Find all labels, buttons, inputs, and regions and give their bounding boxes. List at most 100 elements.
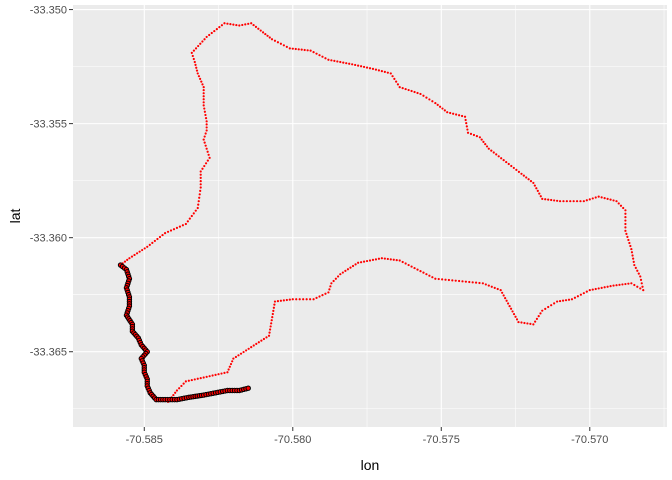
data-point (529, 322, 532, 325)
data-point (514, 315, 517, 318)
data-point (468, 280, 471, 284)
data-point (512, 312, 516, 316)
data-point (478, 281, 481, 285)
data-point (582, 200, 585, 203)
data-point (203, 141, 206, 144)
data-point (484, 143, 487, 146)
data-point (597, 195, 600, 198)
data-point (330, 59, 333, 62)
data-point (199, 186, 202, 189)
data-point (475, 135, 479, 138)
data-point (166, 230, 170, 233)
data-point (377, 69, 381, 72)
data-point (410, 265, 413, 268)
data-point (392, 258, 395, 261)
data-point (178, 225, 182, 228)
data-point (123, 260, 127, 263)
data-point (425, 96, 428, 99)
data-point (556, 300, 559, 303)
x-tick-label: -70.580 (274, 434, 311, 446)
data-point (515, 318, 519, 321)
x-tick-label: -70.570 (571, 434, 608, 446)
data-point (153, 239, 156, 243)
data-point (297, 48, 300, 51)
data-point (431, 276, 434, 279)
data-point (444, 278, 447, 281)
data-point (215, 28, 218, 31)
data-point (523, 321, 526, 325)
data-point (510, 164, 513, 168)
data-point (235, 23, 238, 27)
data-point (564, 299, 568, 302)
data-point (315, 296, 318, 299)
data-point (273, 300, 277, 303)
data-point (133, 253, 136, 257)
data-point (318, 295, 321, 298)
data-point (199, 170, 202, 173)
data-point (633, 283, 636, 287)
data-point (517, 320, 520, 324)
data-point (465, 125, 468, 128)
data-point (261, 31, 265, 34)
data-point (201, 83, 204, 86)
data-point (327, 58, 330, 61)
data-point (232, 357, 235, 360)
data-point (624, 216, 627, 219)
data-point (190, 214, 193, 218)
data-point (199, 42, 202, 45)
data-point (181, 224, 184, 227)
data-point (368, 67, 372, 70)
data-point (535, 317, 539, 320)
data-point (191, 54, 194, 58)
data-point (271, 312, 274, 316)
data-points (117, 22, 645, 404)
data-point (539, 195, 542, 198)
data-point (193, 60, 196, 64)
red-point-series (119, 22, 645, 404)
data-point (461, 280, 464, 283)
x-tick-label: -70.585 (126, 434, 163, 446)
data-point (324, 57, 327, 60)
data-point (603, 286, 606, 289)
data-point (509, 307, 513, 310)
data-point (455, 113, 458, 116)
data-point (312, 298, 315, 301)
data-point (231, 360, 234, 363)
data-point (474, 281, 478, 284)
data-point (630, 282, 633, 285)
data-point (349, 266, 352, 269)
data-point (481, 282, 484, 285)
data-point (303, 48, 306, 52)
data-point (553, 302, 556, 305)
data-point (187, 379, 190, 382)
data-point (199, 176, 202, 180)
data-point (202, 86, 205, 89)
data-point (627, 238, 630, 242)
data-point (371, 258, 375, 262)
data-point (539, 312, 542, 315)
data-point (401, 86, 404, 90)
data-point (511, 310, 514, 313)
major-gridlines (73, 5, 667, 427)
data-point (223, 22, 226, 25)
data-point (226, 22, 229, 25)
data-point (204, 113, 207, 117)
data-point (447, 278, 451, 282)
data-point (625, 232, 628, 235)
data-point (609, 198, 612, 201)
data-point (288, 47, 291, 50)
y-axis-ticks: -33.350 -33.355 -33.360 -33.365 (30, 5, 73, 359)
data-point (499, 289, 502, 292)
data-point (190, 378, 193, 382)
data-point (410, 89, 413, 93)
data-point (208, 156, 211, 159)
data-point (288, 298, 291, 301)
data-point (339, 273, 342, 276)
data-point (321, 294, 324, 297)
data-point (193, 378, 196, 381)
data-point (380, 70, 383, 73)
data-point (606, 285, 609, 288)
data-point (493, 286, 496, 289)
data-point (318, 54, 321, 57)
data-point (416, 268, 419, 271)
